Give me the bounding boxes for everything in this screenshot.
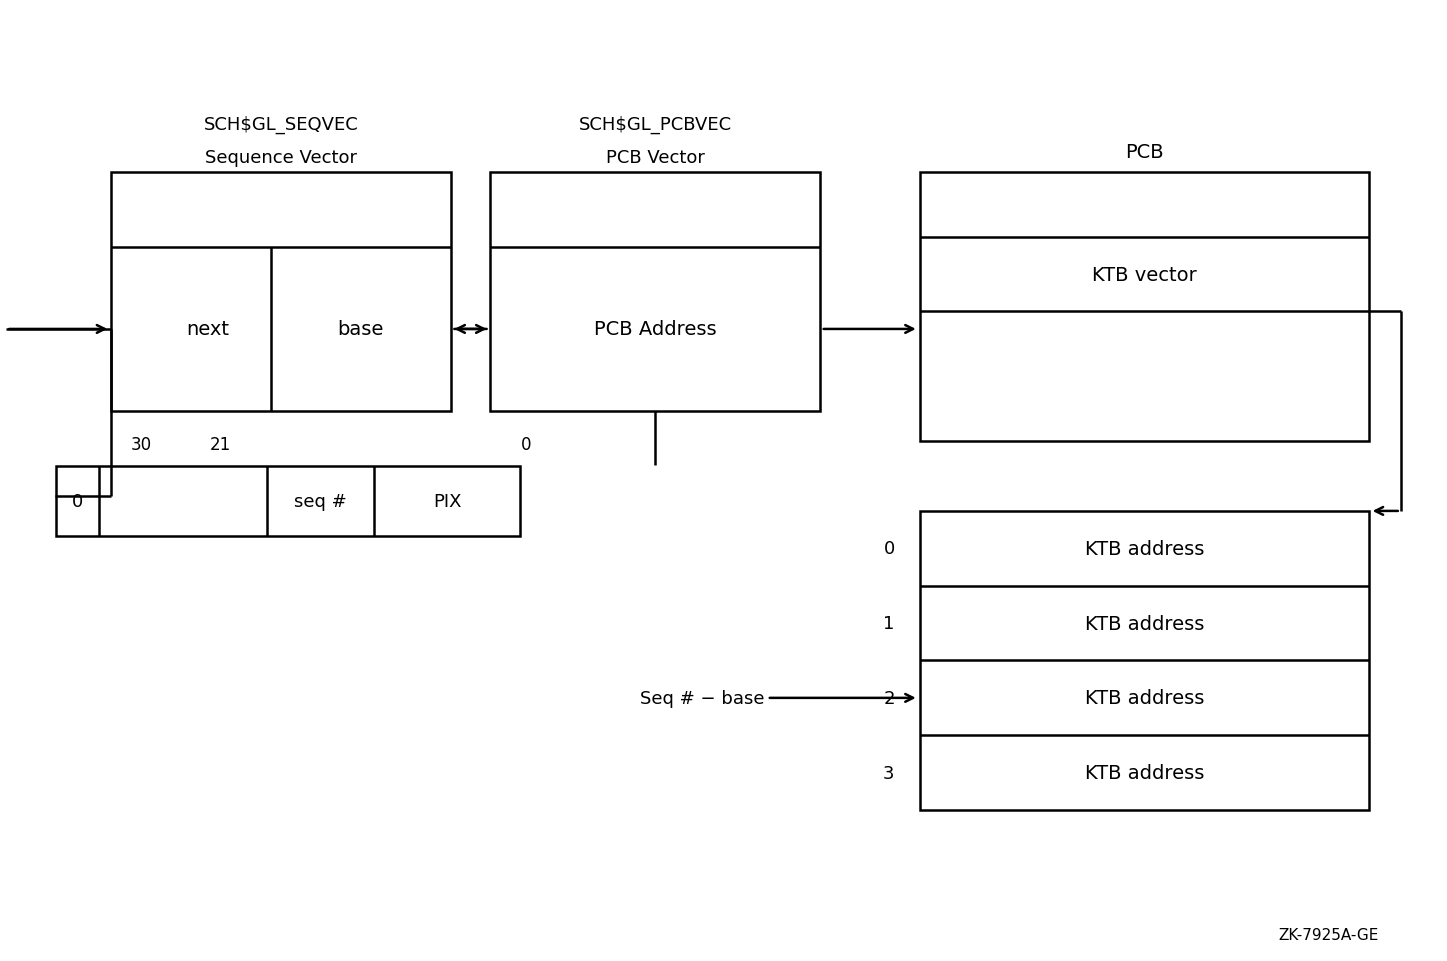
Text: PCB Vector: PCB Vector: [606, 149, 705, 167]
Text: SCH$GL_PCBVEC: SCH$GL_PCBVEC: [579, 115, 732, 134]
Text: 3: 3: [883, 764, 894, 782]
Text: 0: 0: [72, 492, 84, 510]
Text: 1: 1: [883, 614, 894, 632]
Text: 0: 0: [521, 435, 531, 454]
Bar: [491, 173, 820, 411]
Text: KTB address: KTB address: [1084, 614, 1204, 633]
Text: PCB: PCB: [1124, 143, 1163, 162]
Text: next: next: [185, 320, 229, 339]
Bar: [920, 173, 1369, 442]
Text: KTB vector: KTB vector: [1092, 265, 1197, 284]
Text: 0: 0: [884, 540, 894, 557]
Bar: [56, 466, 521, 536]
Bar: [111, 173, 450, 411]
Text: seq #: seq #: [294, 492, 347, 510]
Text: KTB address: KTB address: [1084, 689, 1204, 707]
Text: 2: 2: [883, 689, 894, 707]
Text: 30: 30: [130, 435, 152, 454]
Text: SCH$GL_SEQVEC: SCH$GL_SEQVEC: [204, 115, 359, 134]
Text: 21: 21: [210, 435, 232, 454]
Text: Seq # − base: Seq # − base: [641, 689, 765, 707]
Text: PIX: PIX: [433, 492, 462, 510]
Text: ZK-7925A-GE: ZK-7925A-GE: [1278, 927, 1379, 942]
Text: PCB Address: PCB Address: [593, 320, 716, 339]
Text: base: base: [337, 320, 383, 339]
Bar: [920, 511, 1369, 810]
Text: KTB address: KTB address: [1084, 539, 1204, 558]
Text: Sequence Vector: Sequence Vector: [205, 149, 357, 167]
Text: KTB address: KTB address: [1084, 763, 1204, 782]
